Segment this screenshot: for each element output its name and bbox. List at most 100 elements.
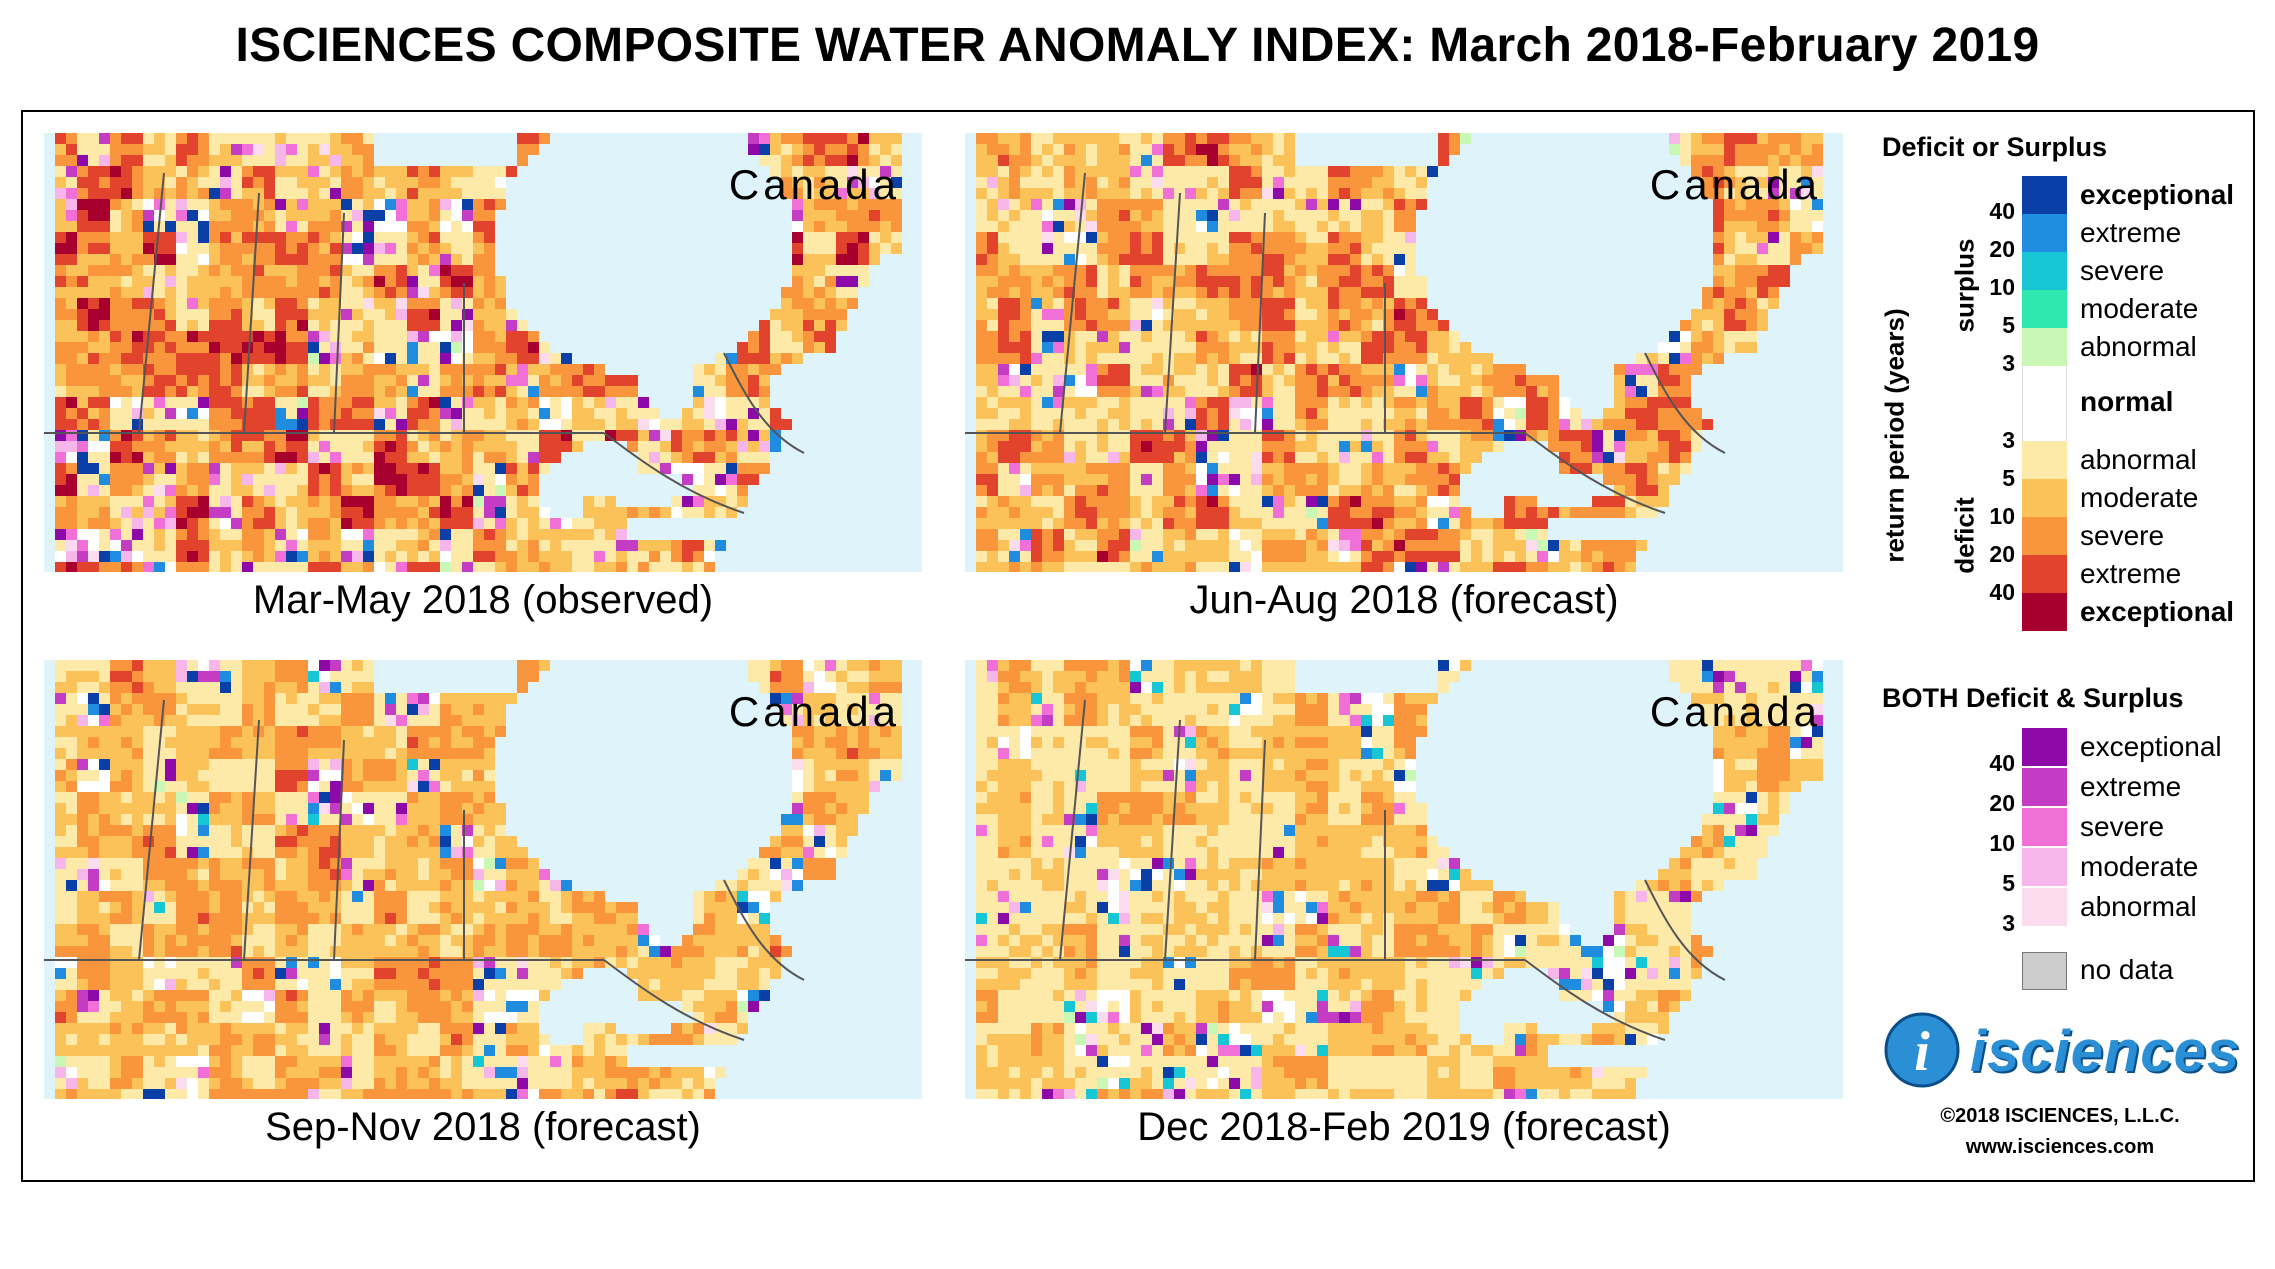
boundary-line — [603, 432, 745, 514]
both-label-moderate: moderate — [2080, 851, 2199, 882]
map-panel-sep-nov-2018: Canada — [44, 660, 922, 1099]
anomaly-map-jun-aug-2018 — [965, 133, 1843, 572]
boundary-line — [1524, 432, 1666, 514]
page-title: ISCIENCES COMPOSITE WATER ANOMALY INDEX:… — [235, 19, 2040, 72]
boundary-line — [243, 192, 260, 434]
deficit-label-severe: severe — [2080, 520, 2165, 551]
both-label-exceptional: exceptional — [2080, 731, 2222, 762]
legend: Deficit or Surplus return period (years)… — [1870, 120, 2250, 1170]
deficit-return-period: 40 — [1989, 579, 2015, 605]
boundary-line — [1164, 192, 1181, 434]
surplus-label-extreme: extreme — [2080, 217, 2182, 248]
both-swatch-extreme — [2022, 768, 2067, 806]
boundary-line — [723, 352, 805, 454]
surplus-label-severe: severe — [2080, 255, 2165, 286]
country-label: Canada — [1649, 688, 1821, 735]
boundary-line — [1644, 352, 1726, 454]
surplus-swatch-moderate — [2022, 290, 2067, 328]
logo-wordmark: isciences — [1970, 1019, 2241, 1084]
isciences-logo: i isciences — [1880, 1010, 2240, 1090]
normal-label: normal — [2080, 386, 2174, 417]
anomaly-grid — [55, 660, 902, 1099]
legend-title-both: BOTH Deficit & Surplus — [1882, 683, 2184, 713]
deficit-label-abnormal: abnormal — [2080, 444, 2197, 475]
boundary-line — [1254, 739, 1266, 961]
panel-caption-jun-aug-2018: Jun-Aug 2018 (forecast) — [1189, 578, 1619, 622]
boundary-line — [138, 699, 165, 961]
anomaly-map-dec-2018-feb-2019 — [965, 660, 1843, 1099]
boundary-line — [138, 172, 165, 434]
surplus-label-moderate: moderate — [2080, 293, 2199, 324]
no-data-swatch — [2022, 952, 2067, 990]
deficit-return-period: 3 — [2002, 427, 2015, 453]
both-swatch-exceptional — [2022, 728, 2067, 766]
deficit-return-period: 5 — [2002, 465, 2015, 491]
anomaly-grid — [976, 660, 1823, 1099]
surplus-swatch-abnormal — [2022, 328, 2067, 366]
surplus-return-period: 3 — [2002, 350, 2015, 376]
surplus-label-abnormal: abnormal — [2080, 331, 2197, 362]
copyright: ©2018 ISCIENCES, L.L.C. — [1940, 1105, 2180, 1127]
both-label-extreme: extreme — [2080, 771, 2182, 802]
country-label: Canada — [1649, 161, 1821, 208]
map-panel-mar-may-2018: Canada — [44, 133, 922, 572]
website: www.isciences.com — [1965, 1136, 2155, 1158]
legend-title-deficit-surplus: Deficit or Surplus — [1882, 132, 2108, 162]
deficit-swatch-abnormal — [2022, 441, 2067, 479]
both-swatch-moderate — [2022, 848, 2067, 886]
deficit-label-moderate: moderate — [2080, 482, 2199, 513]
surplus-swatch-exceptional — [2022, 176, 2067, 214]
both-return-period: 5 — [2002, 870, 2015, 896]
boundary-line — [243, 719, 260, 961]
boundary-line — [1059, 699, 1086, 961]
surplus-return-period: 5 — [2002, 312, 2015, 338]
surplus-label-exceptional: exceptional — [2080, 179, 2235, 210]
deficit-return-period: 10 — [1989, 503, 2015, 529]
country-label: Canada — [728, 688, 900, 735]
both-swatch-abnormal — [2022, 888, 2067, 926]
surplus-return-period: 40 — [1989, 198, 2015, 224]
deficit-swatch-extreme — [2022, 555, 2067, 593]
anomaly-map-sep-nov-2018 — [44, 660, 922, 1099]
logo-i-icon: i — [1884, 1012, 1960, 1088]
map-panel-dec-2018-feb-2019: Canada — [965, 660, 1843, 1099]
both-return-period: 20 — [1989, 790, 2015, 816]
surplus-swatch-severe — [2022, 252, 2067, 290]
map-panel-jun-aug-2018: Canada — [965, 133, 1843, 572]
both-swatch-severe — [2022, 808, 2067, 846]
boundary-line — [1254, 212, 1266, 434]
panel-caption-dec-2018-feb-2019: Dec 2018-Feb 2019 (forecast) — [1137, 1105, 1671, 1149]
deficit-label-extreme: extreme — [2080, 558, 2182, 589]
boundary-line — [333, 212, 345, 434]
deficit-return-period: 20 — [1989, 541, 2015, 567]
panel-caption-sep-nov-2018: Sep-Nov 2018 (forecast) — [265, 1105, 701, 1149]
normal-swatch — [2022, 366, 2067, 441]
boundary-line — [1524, 959, 1666, 1041]
both-return-period: 40 — [1989, 750, 2015, 776]
deficit-swatch-exceptional — [2022, 593, 2067, 631]
country-label: Canada — [728, 161, 900, 208]
boundary-line — [1644, 879, 1726, 981]
boundary-line — [723, 879, 805, 981]
both-return-period: 10 — [1989, 830, 2015, 856]
deficit-label-exceptional: exceptional — [2080, 596, 2235, 627]
boundary-line — [333, 739, 345, 961]
anomaly-grid — [55, 133, 902, 572]
surplus-return-period: 10 — [1989, 274, 2015, 300]
boundary-line — [1059, 172, 1086, 434]
panel-caption-mar-may-2018: Mar-May 2018 (observed) — [252, 578, 714, 622]
both-label-severe: severe — [2080, 811, 2165, 842]
anomaly-grid — [976, 133, 1823, 572]
no-data-label: no data — [2080, 954, 2174, 985]
deficit-swatch-moderate — [2022, 479, 2067, 517]
surplus-return-period: 20 — [1989, 236, 2015, 262]
boundary-line — [1164, 719, 1181, 961]
figure-frame — [21, 110, 2255, 1182]
boundary-line — [603, 959, 745, 1041]
both-label-abnormal: abnormal — [2080, 891, 2197, 922]
surplus-swatch-extreme — [2022, 214, 2067, 252]
legend-axis-label: return period (years) — [1879, 308, 1910, 563]
both-return-period: 3 — [2002, 910, 2015, 936]
anomaly-map-mar-may-2018 — [44, 133, 922, 572]
deficit-swatch-severe — [2022, 517, 2067, 555]
